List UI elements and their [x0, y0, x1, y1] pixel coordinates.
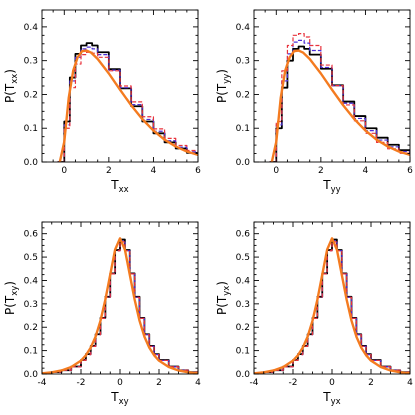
y-tick-label: 0.6	[24, 230, 39, 240]
y-tick-label: 0.4	[236, 276, 251, 286]
x-axis-label: Txy	[110, 390, 128, 407]
y-tick-label: 0.0	[236, 158, 251, 168]
y-tick-label: 0.3	[236, 300, 250, 310]
y-axis-label: P(Txy)	[3, 281, 20, 315]
x-tick-label: 0	[61, 166, 67, 176]
x-tick-label: 0	[117, 378, 123, 388]
x-tick-label: -2	[289, 378, 298, 388]
y-tick-label: 0.0	[24, 158, 39, 168]
y-tick-label: 0.2	[236, 90, 250, 100]
y-tick-label: 0.1	[236, 124, 250, 134]
x-tick-label: -4	[38, 378, 47, 388]
x-tick-label: 4	[363, 166, 369, 176]
y-tick-label: 0.5	[24, 253, 38, 263]
series-line-1-step-dashed	[42, 240, 198, 374]
y-tick-label: 0.4	[24, 276, 39, 286]
y-tick-label: 0.6	[236, 230, 251, 240]
x-tick-label: 0	[273, 166, 279, 176]
series-line-3-smooth	[58, 49, 198, 162]
y-tick-label: 0.3	[24, 300, 38, 310]
y-tick-label: 0.5	[236, 253, 250, 263]
y-tick-label: 0.2	[24, 323, 38, 333]
x-tick-label: 2	[368, 378, 374, 388]
x-axis-label: Tyy	[322, 178, 340, 195]
series-line-0-step-solid	[269, 45, 410, 162]
y-tick-label: 0.1	[24, 347, 38, 357]
y-axis-label: P(Txx)	[3, 69, 20, 103]
x-tick-label: 0	[329, 378, 335, 388]
series-group	[254, 237, 410, 374]
y-tick-label: 0.0	[24, 370, 39, 380]
x-tick-label: -4	[250, 378, 259, 388]
series-group	[42, 237, 198, 374]
x-tick-label: 2	[318, 166, 324, 176]
chart-panel-bottom-left: -4 -2 0 2 4 0.0 0.1 0.2 0.3 0.4 0.5 0.6 Txy P(Txy)	[3, 221, 201, 407]
series-line-2-step-dashed	[42, 241, 198, 374]
x-axis-label: Txx	[110, 178, 128, 195]
y-tick-label: 0.4	[24, 23, 39, 33]
x-tick-label: 4	[195, 378, 201, 388]
x-tick-label: 2	[106, 166, 112, 176]
y-tick-label: 0.3	[24, 57, 38, 67]
y-tick-label: 0.1	[236, 347, 250, 357]
series-line-1-step-dashed	[57, 46, 198, 162]
x-tick-label: 4	[407, 378, 413, 388]
x-tick-label: 6	[195, 166, 201, 176]
y-axis-label: P(Tyy)	[215, 69, 232, 103]
series-line-2-step-dashed	[254, 241, 410, 374]
y-tick-label: 0.4	[236, 23, 251, 33]
x-axis-label: Tyx	[322, 390, 340, 407]
y-axis-label: P(Tyx)	[215, 281, 232, 315]
y-tick-label: 0.3	[236, 57, 250, 67]
series-line-2-step-dashed	[57, 51, 198, 162]
series-line-0-step-solid	[254, 238, 410, 374]
x-tick-label: 4	[151, 166, 157, 176]
x-tick-label: 6	[407, 166, 413, 176]
series-line-1-step-dashed	[269, 39, 410, 162]
series-group	[269, 33, 410, 162]
series-group	[57, 42, 198, 162]
series-line-0-step-solid	[42, 238, 198, 374]
series-line-1-step-dashed	[254, 240, 410, 374]
chart-panel-bottom-right: -4 -2 0 2 4 0.0 0.1 0.2 0.3 0.4 0.5 0.6 Tyx P(Tyx)	[215, 221, 413, 407]
series-line-3-smooth	[270, 49, 410, 162]
y-tick-label: 0.2	[24, 90, 38, 100]
series-line-3-smooth	[254, 237, 410, 374]
chart-panel-top-right: 0 2 4 6 0.0 0.1 0.2 0.3 0.4 Tyy P(Tyy)	[215, 9, 413, 195]
x-tick-label: -2	[77, 378, 86, 388]
chart-panel-top-left: 0 2 4 6 0.0 0.1 0.2 0.3 0.4 Txx P(Txx)	[3, 9, 201, 195]
series-line-2-step-dashed	[269, 33, 410, 162]
y-tick-label: 0.1	[24, 124, 38, 134]
x-tick-label: 2	[156, 378, 162, 388]
y-tick-label: 0.2	[236, 323, 250, 333]
y-tick-label: 0.0	[236, 370, 251, 380]
series-line-3-smooth	[42, 237, 198, 374]
